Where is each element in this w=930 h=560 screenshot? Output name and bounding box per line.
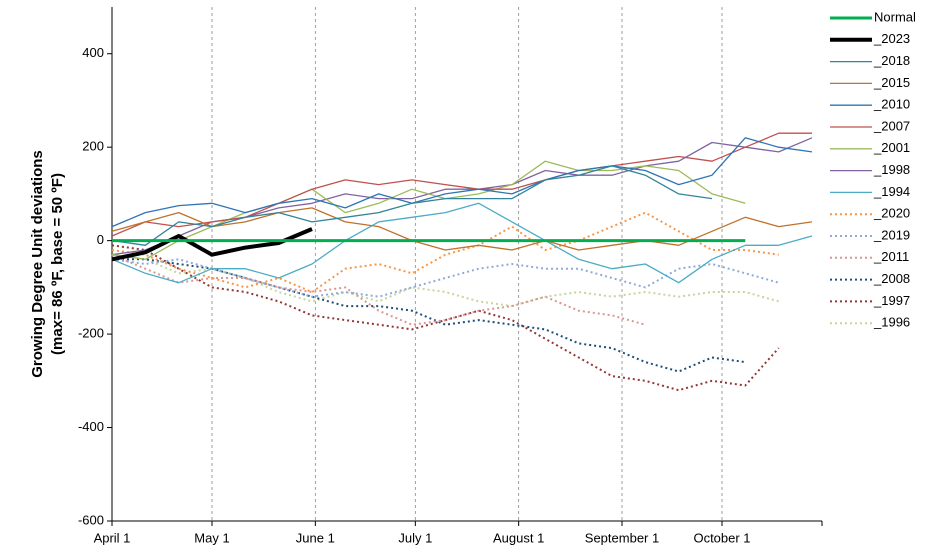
legend-label: _2019	[873, 227, 910, 242]
x-tick-label: June 1	[296, 530, 335, 545]
series-line	[111, 211, 779, 293]
legend-label: _1994	[873, 184, 910, 199]
legend-label: _2023	[873, 31, 910, 46]
y-tick-label: -200	[78, 326, 104, 341]
series-line	[111, 253, 646, 326]
x-tick-label: September 1	[585, 530, 659, 545]
series-line	[111, 227, 313, 262]
series-line	[111, 132, 812, 237]
series-line	[111, 165, 713, 246]
y-tick-label: -400	[78, 419, 104, 434]
legend-label: _2010	[873, 97, 910, 112]
x-tick-label: August 1	[493, 530, 544, 545]
legend-label: Normal	[874, 9, 916, 24]
y-tick-label: 0	[97, 232, 104, 247]
legend-label: _1996	[873, 315, 910, 330]
legend-label: _2011	[873, 249, 909, 264]
legend-label: _2001	[873, 140, 910, 155]
legend-label: _1997	[873, 293, 910, 308]
x-tick-label: April 1	[94, 530, 131, 545]
series-line	[111, 253, 779, 308]
x-tick-label: May 1	[194, 530, 229, 545]
x-tick-label: October 1	[693, 530, 750, 545]
y-tick-label: 200	[82, 139, 104, 154]
series-line	[111, 160, 746, 260]
legend-label: _2008	[873, 271, 910, 286]
y-tick-label: 400	[82, 45, 104, 60]
y-axis-label: (max= 86 ºF, base = 50 ºF)	[49, 173, 66, 355]
series-line	[112, 258, 746, 373]
series-line	[111, 137, 813, 228]
series-line	[111, 202, 813, 284]
legend-label: _2020	[873, 206, 910, 221]
legend-label: _2015	[873, 75, 910, 90]
y-axis-label: Growing Degree Unit deviations	[29, 150, 46, 378]
y-tick-label: -600	[78, 512, 104, 527]
legend-label: _2007	[873, 118, 910, 133]
x-tick-label: July 1	[398, 530, 432, 545]
series-line	[111, 207, 813, 251]
legend-label: _2018	[873, 53, 910, 68]
legend-label: _1998	[873, 162, 910, 177]
